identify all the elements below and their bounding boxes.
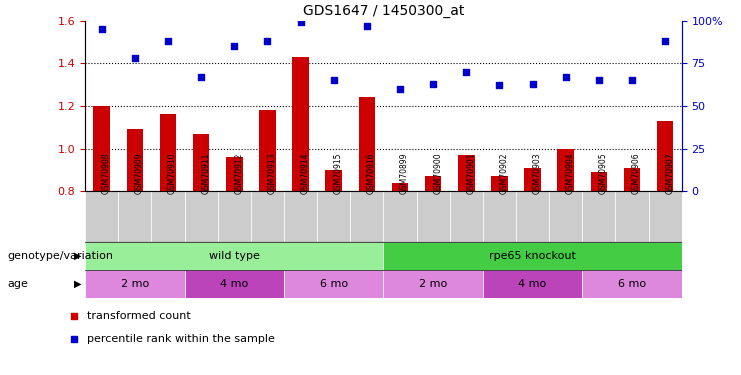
Text: 6 mo: 6 mo	[319, 279, 348, 289]
Bar	[85, 242, 384, 270]
Bar	[591, 172, 607, 191]
Point	[527, 81, 539, 87]
Bar	[416, 191, 450, 242]
Bar	[185, 270, 284, 298]
Bar	[127, 129, 143, 191]
Bar	[218, 191, 251, 242]
Bar	[293, 57, 309, 191]
Bar	[284, 270, 384, 298]
Bar	[151, 191, 185, 242]
Text: GSM70913: GSM70913	[268, 152, 276, 194]
Bar	[359, 98, 375, 191]
Point	[361, 23, 373, 29]
Bar	[317, 191, 350, 242]
Text: percentile rank within the sample: percentile rank within the sample	[87, 334, 275, 344]
Point	[295, 20, 307, 26]
Text: 4 mo: 4 mo	[519, 279, 547, 289]
Point	[460, 69, 472, 75]
Point	[659, 38, 671, 44]
Bar	[525, 168, 541, 191]
Point	[68, 336, 80, 342]
Text: GSM70906: GSM70906	[632, 152, 641, 194]
Bar	[350, 191, 384, 242]
Bar	[226, 157, 242, 191]
Point	[394, 86, 406, 92]
Bar	[648, 191, 682, 242]
Text: 2 mo: 2 mo	[121, 279, 149, 289]
Text: GSM70911: GSM70911	[202, 152, 210, 194]
Point	[68, 313, 80, 319]
Bar	[483, 270, 582, 298]
Text: GSM70900: GSM70900	[433, 152, 442, 194]
Text: GSM70909: GSM70909	[135, 152, 144, 194]
Bar	[458, 155, 474, 191]
Text: GSM70904: GSM70904	[565, 152, 575, 194]
Text: GSM70915: GSM70915	[333, 152, 343, 194]
Bar	[516, 191, 549, 242]
Text: GSM70899: GSM70899	[400, 152, 409, 194]
Text: ▶: ▶	[74, 279, 82, 289]
Bar	[491, 176, 508, 191]
Bar	[185, 191, 218, 242]
Text: rpe65 knockout: rpe65 knockout	[489, 251, 576, 261]
Bar	[616, 191, 648, 242]
Bar	[325, 170, 342, 191]
Bar	[549, 191, 582, 242]
Text: transformed count: transformed count	[87, 311, 190, 321]
Point	[196, 74, 207, 80]
Bar	[93, 106, 110, 191]
Bar	[582, 191, 616, 242]
Text: GSM70912: GSM70912	[234, 152, 243, 194]
Point	[162, 38, 174, 44]
Point	[228, 43, 240, 49]
Text: GSM70901: GSM70901	[466, 152, 475, 194]
Bar	[384, 270, 483, 298]
Text: genotype/variation: genotype/variation	[7, 251, 113, 261]
Point	[593, 77, 605, 83]
Text: GSM70903: GSM70903	[533, 152, 542, 194]
Point	[96, 26, 107, 32]
Bar	[284, 191, 317, 242]
Bar	[557, 148, 574, 191]
Point	[428, 81, 439, 87]
Bar	[483, 191, 516, 242]
Text: GSM70908: GSM70908	[102, 152, 111, 194]
Bar	[384, 191, 416, 242]
Bar	[384, 242, 682, 270]
Bar	[425, 176, 442, 191]
Text: wild type: wild type	[209, 251, 260, 261]
Bar	[450, 191, 483, 242]
Point	[494, 82, 505, 88]
Title: GDS1647 / 1450300_at: GDS1647 / 1450300_at	[303, 4, 464, 18]
Bar	[657, 121, 674, 191]
Text: GSM70914: GSM70914	[301, 152, 310, 194]
Point	[129, 55, 141, 61]
Text: GSM70905: GSM70905	[599, 152, 608, 194]
Bar	[85, 191, 119, 242]
Bar	[259, 110, 276, 191]
Bar	[251, 191, 284, 242]
Text: 4 mo: 4 mo	[220, 279, 248, 289]
Text: GSM70907: GSM70907	[665, 152, 674, 194]
Text: GSM70910: GSM70910	[168, 152, 177, 194]
Point	[559, 74, 571, 80]
Text: GSM70916: GSM70916	[367, 152, 376, 194]
Text: 2 mo: 2 mo	[419, 279, 448, 289]
Text: 6 mo: 6 mo	[618, 279, 646, 289]
Text: ▶: ▶	[74, 251, 82, 261]
Bar	[392, 183, 408, 191]
Bar	[119, 191, 151, 242]
Text: GSM70902: GSM70902	[499, 152, 508, 194]
Bar	[160, 114, 176, 191]
Text: age: age	[7, 279, 28, 289]
Point	[626, 77, 638, 83]
Point	[262, 38, 273, 44]
Bar	[85, 270, 185, 298]
Bar	[624, 168, 640, 191]
Point	[328, 77, 339, 83]
Bar	[193, 134, 210, 191]
Bar	[582, 270, 682, 298]
